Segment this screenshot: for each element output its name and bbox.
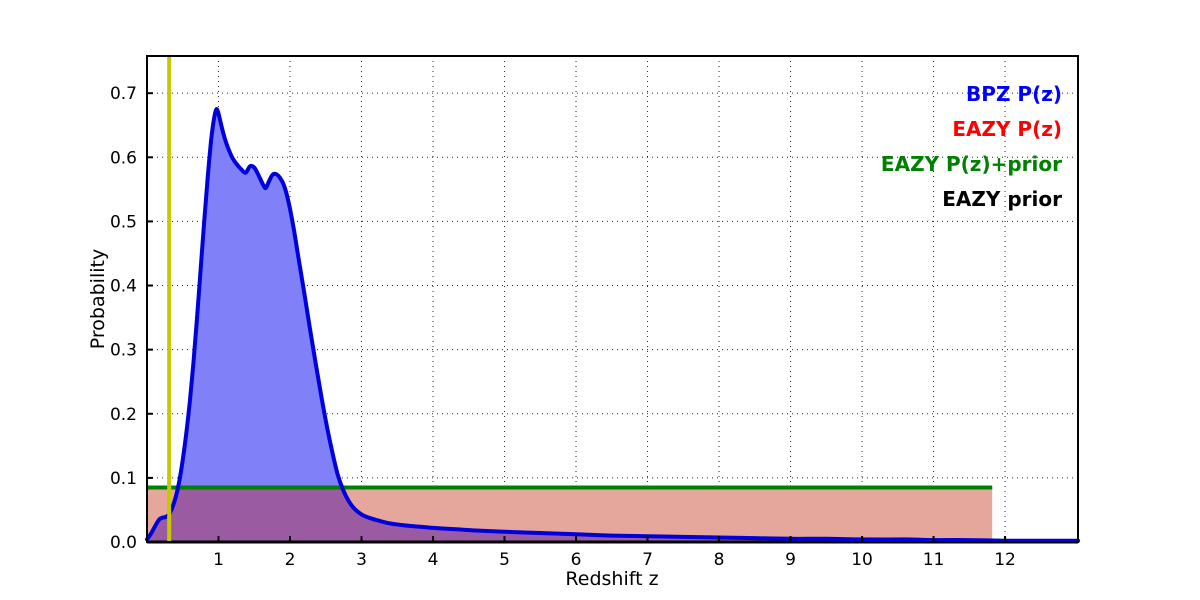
x-tick-label: 12	[994, 550, 1016, 570]
x-tick-label: 8	[714, 550, 725, 570]
axes-frame	[146, 55, 1079, 543]
y-tick-label: 0.6	[110, 148, 137, 168]
legend-item-1: EAZY P(z)	[952, 117, 1062, 141]
legend-item-0: BPZ P(z)	[966, 82, 1062, 106]
legend: BPZ P(z) EAZY P(z) EAZY P(z)+prior EAZY pri…	[881, 82, 1062, 211]
y-axis-ticks: 0.0 0.1 0.2 0.3 0.4 0.5 0.6 0.7	[110, 84, 153, 553]
y-axis-label: Probability	[87, 249, 109, 349]
y-tick-label: 0.1	[110, 469, 137, 489]
x-tick-label: 4	[428, 550, 439, 570]
y-tick-label: 0.5	[110, 212, 137, 232]
x-tick-label: 2	[285, 550, 296, 570]
y-tick-label: 0.7	[110, 84, 137, 104]
overlap-area	[147, 488, 993, 542]
bpz-pz-curve	[145, 107, 1080, 543]
x-tick-label: 6	[571, 550, 582, 570]
y-tick-label: 0.0	[110, 533, 137, 553]
legend-item-2: EAZY P(z)+prior	[881, 152, 1062, 176]
x-tick-label: 11	[923, 550, 945, 570]
x-tick-label: 1	[213, 550, 224, 570]
x-tick-label: 9	[785, 550, 796, 570]
x-tick-label: 10	[851, 550, 873, 570]
y-tick-label: 0.3	[110, 341, 137, 361]
x-tick-label: 7	[642, 550, 653, 570]
x-axis-ticks: 1 2 3 4 5 6 7 8 9 10 11 12	[213, 536, 1016, 570]
y-tick-label: 0.4	[110, 277, 137, 297]
y-tick-label: 0.2	[110, 405, 137, 425]
legend-item-3: EAZY prior	[942, 187, 1062, 211]
x-axis-label: Redshift z	[565, 568, 658, 590]
eazy-pz-plus-prior-line	[147, 485, 993, 490]
x-tick-label: 5	[499, 550, 510, 570]
x-tick-label: 3	[356, 550, 367, 570]
